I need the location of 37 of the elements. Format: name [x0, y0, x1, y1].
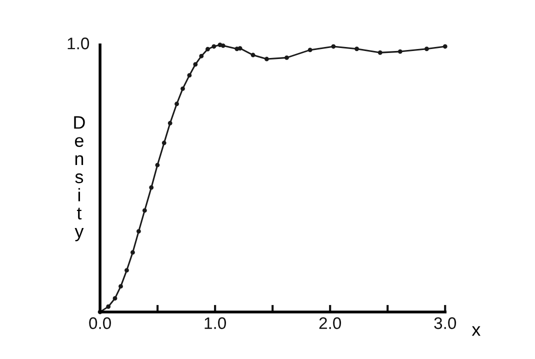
point	[212, 44, 216, 49]
point	[155, 162, 160, 168]
point	[168, 120, 172, 126]
point	[187, 73, 192, 78]
text: 1.0	[68, 38, 90, 50]
x-tick-label: 1.0	[204, 317, 226, 330]
point	[112, 296, 118, 301]
point	[124, 268, 129, 273]
point	[424, 46, 429, 52]
point	[130, 250, 135, 255]
point	[180, 86, 185, 91]
point	[308, 48, 312, 52]
point	[250, 52, 256, 58]
point	[378, 50, 382, 55]
x-axis-title: x	[472, 326, 480, 336]
point	[264, 56, 269, 62]
point	[331, 44, 336, 49]
point	[199, 54, 204, 58]
point	[442, 44, 448, 49]
point	[398, 49, 402, 54]
point	[354, 46, 360, 52]
point	[136, 229, 141, 234]
point	[193, 62, 198, 67]
point	[142, 208, 147, 213]
x-tick-label: 0.0	[89, 317, 111, 330]
point	[118, 284, 123, 289]
y-axis-title: Density	[74, 116, 85, 242]
point	[106, 304, 111, 309]
x-tick-label: 2.0	[319, 317, 342, 330]
point	[284, 55, 289, 60]
point	[174, 102, 179, 106]
point	[238, 46, 242, 51]
x-tick-label: 3.0	[434, 317, 456, 330]
point	[220, 43, 226, 48]
point	[162, 140, 166, 146]
point	[205, 46, 210, 52]
point	[149, 185, 154, 190]
